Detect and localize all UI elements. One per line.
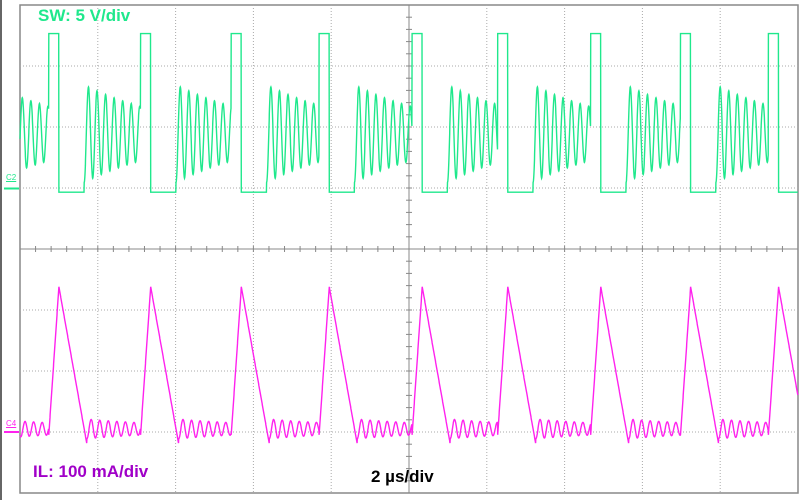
il-trace [19,286,799,444]
c2-ground-marker: C2 [6,173,17,182]
c4-ground-marker: C4 [6,419,17,428]
il-channel-label: IL: 100 mA/div [33,462,149,481]
sw-trace [19,32,798,193]
timebase-label: 2 µs/div [371,467,434,486]
sw-channel-label: SW: 5 V/div [38,6,131,25]
